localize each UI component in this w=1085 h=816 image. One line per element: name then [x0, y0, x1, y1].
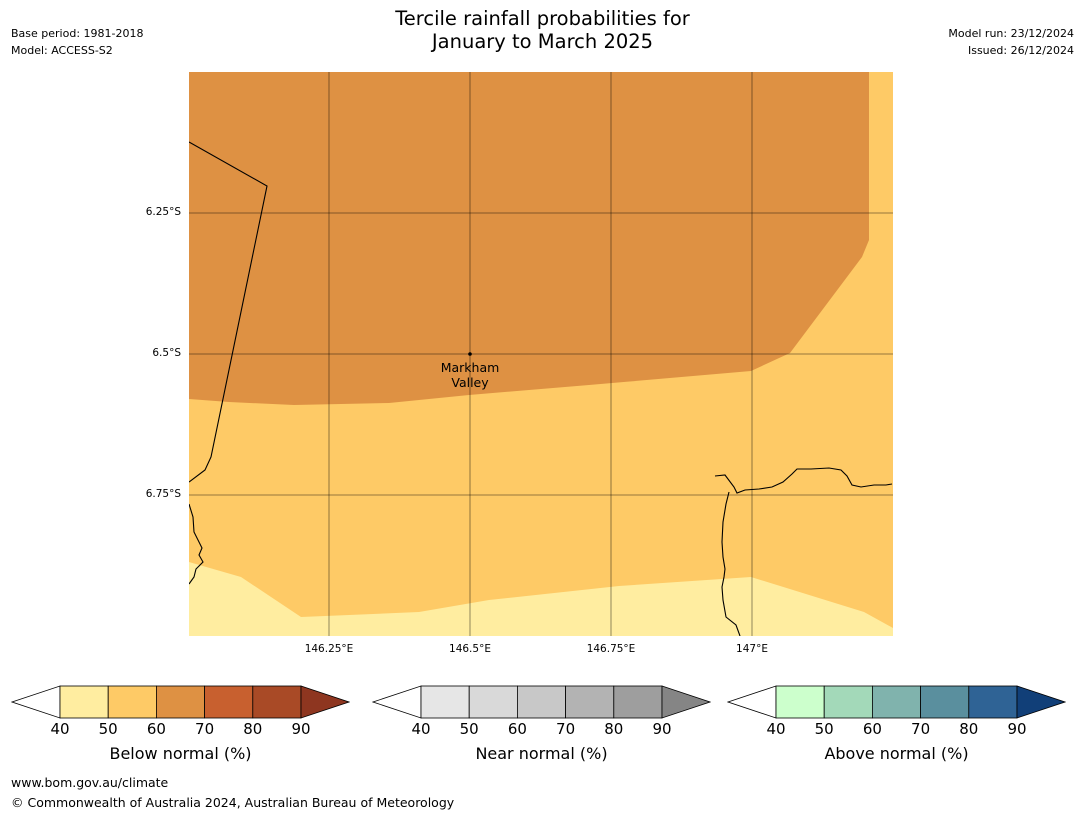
lon-label-146-5: 146.5°E	[449, 643, 491, 655]
colorbar-tick-label: 60	[507, 720, 527, 738]
model-run-text: Model run: 23/12/2024	[948, 27, 1074, 40]
title-line-1: Tercile rainfall probabilities for	[395, 7, 690, 30]
place-label-line-1: Markham	[440, 360, 500, 375]
lat-label-6-5: 6.5°S	[152, 347, 181, 359]
lat-label-6-75: 6.75°S	[145, 488, 181, 500]
colorbar-tick-label: 90	[291, 720, 311, 738]
colorbar-tick-label: 70	[195, 720, 215, 738]
colorbar-tick-label: 40	[411, 720, 431, 738]
colorbar-segment	[871, 685, 921, 719]
colorbar-2	[727, 685, 1066, 719]
colorbar-tick-label: 60	[862, 720, 882, 738]
coastlines	[189, 141, 893, 636]
colorbar-segment	[920, 685, 970, 719]
colorbar-extend-high	[300, 685, 350, 719]
colorbar-label: Below normal (%)	[109, 744, 252, 763]
colorbar-tick-label: 60	[146, 720, 166, 738]
colorbar-label: Near normal (%)	[475, 744, 608, 763]
colorbar-label: Above normal (%)	[824, 744, 969, 763]
region-60-70	[189, 72, 869, 405]
colorbar-tick-label: 40	[50, 720, 70, 738]
colorbar-segment	[107, 685, 157, 719]
colorbar-segment	[420, 685, 470, 719]
header-right: Model run: 23/12/2024 Issued: 26/12/2024	[948, 25, 1074, 59]
model-text: Model: ACCESS-S2	[11, 44, 113, 57]
place-label-line-2: Valley	[451, 375, 489, 390]
colorbar-segment	[59, 685, 109, 719]
colorbar-extend-low	[727, 685, 777, 719]
colorbar-extend-low	[11, 685, 61, 719]
colorbar-tick-label: 50	[814, 720, 834, 738]
rainfall-map	[189, 72, 893, 636]
colorbar-extend-low	[372, 685, 422, 719]
colorbar-tick-label: 80	[959, 720, 979, 738]
map-title: Tercile rainfall probabilities for Janua…	[0, 7, 1085, 53]
colorbar-segment	[968, 685, 1018, 719]
issued-text: Issued: 26/12/2024	[967, 44, 1074, 57]
colorbar-tick-label: 40	[766, 720, 786, 738]
colorbar-segment	[775, 685, 825, 719]
title-line-2: January to March 2025	[431, 30, 654, 53]
place-label: Markham Valley	[437, 360, 503, 390]
colorbar-segment	[565, 685, 615, 719]
colorbar-segment	[823, 685, 873, 719]
lon-label-146-75: 146.75°E	[586, 643, 636, 655]
lon-label-147: 147°E	[736, 643, 768, 655]
colorbar-tick-label: 70	[911, 720, 931, 738]
colorbar-tick-label: 50	[98, 720, 118, 738]
colorbar-segment	[613, 685, 663, 719]
lat-label-6-25: 6.25°S	[145, 206, 181, 218]
markham-valley-marker	[468, 352, 472, 356]
footer-copyright: © Commonwealth of Australia 2024, Austra…	[11, 795, 455, 810]
footer-url: www.bom.gov.au/climate	[11, 775, 169, 790]
colorbar-1	[372, 685, 711, 719]
lon-label-146-25: 146.25°E	[304, 643, 354, 655]
colorbar-segment	[252, 685, 302, 719]
colorbar-tick-label: 90	[652, 720, 672, 738]
colorbar-segment	[516, 685, 566, 719]
colorbar-tick-label: 90	[1007, 720, 1027, 738]
colorbar-extend-high	[1016, 685, 1066, 719]
base-period-text: Base period: 1981-2018	[11, 27, 144, 40]
colorbar-tick-label: 80	[243, 720, 263, 738]
colorbar-0	[11, 685, 350, 719]
colorbar-segment	[155, 685, 205, 719]
header-left: Base period: 1981-2018 Model: ACCESS-S2	[11, 25, 143, 59]
colorbar-extend-high	[661, 685, 711, 719]
colorbar-tick-label: 50	[459, 720, 479, 738]
colorbar-tick-label: 70	[556, 720, 576, 738]
colorbar-segment	[204, 685, 254, 719]
colorbar-tick-label: 80	[604, 720, 624, 738]
colorbar-segment	[468, 685, 518, 719]
